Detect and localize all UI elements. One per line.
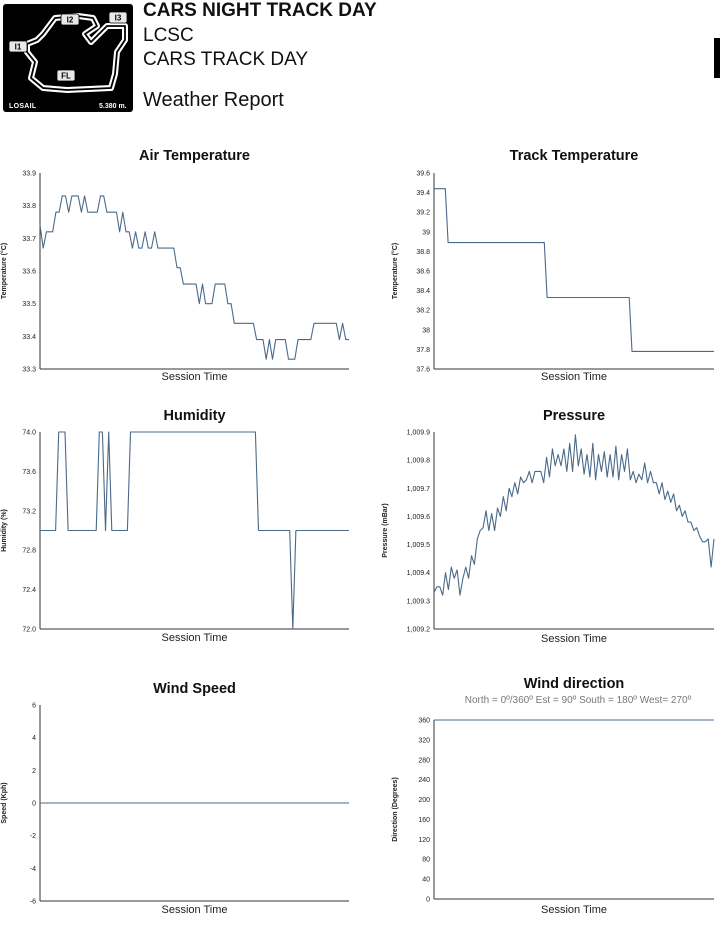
humidity-y-tick: 72.0 xyxy=(22,627,36,634)
pressure-series-line xyxy=(433,434,715,596)
air-temperature-x-axis-label: Session Time xyxy=(161,371,227,383)
wind-direction-y-tick: 80 xyxy=(422,857,430,864)
pressure-y-tick: 1,009.2 xyxy=(407,627,430,634)
wind-direction-y-tick: 40 xyxy=(422,877,430,884)
pressure-y-tick: 1,009.3 xyxy=(407,598,430,605)
humidity-chart: Humidity Humidity (%) Session Time 72.0 72.4… xyxy=(0,400,363,652)
track-temperature-y-tick: 39 xyxy=(422,229,430,236)
pressure-y-tick: 1,009.8 xyxy=(407,458,430,465)
edge-bar xyxy=(714,38,720,78)
wind-direction-y-tick: 120 xyxy=(418,837,430,844)
wind-speed-chart: Wind Speed Speed (Kph) Session Time -6 -4 -2 0… xyxy=(0,672,363,922)
sector-marker-i3: I3 xyxy=(108,11,128,24)
track-logo: I1 I2 I3 FL LOSAIL 5.380 m. xyxy=(3,4,133,112)
wind-speed-y-tick: -4 xyxy=(30,866,36,873)
wind-direction-y-tick: 200 xyxy=(418,797,430,804)
wind-direction-y-tick: 240 xyxy=(418,777,430,784)
wind-direction-chart: Wind direction North = 0º/360º Est = 90º … xyxy=(363,670,726,922)
air-temperature-y-tick: 33.9 xyxy=(22,171,36,178)
track-temperature-chart: Track Temperature Temperature (°C) Session… xyxy=(363,140,726,390)
air-temperature-y-tick: 33.7 xyxy=(22,236,36,243)
humidity-y-tick: 73.6 xyxy=(22,469,36,476)
air-temperature-chart: Air Temperature Temperature (°C) Session T… xyxy=(0,140,363,390)
track-temperature-y-tick: 39.6 xyxy=(416,171,430,178)
air-temperature-y-axis-label: Temperature (°C) xyxy=(0,243,8,299)
wind-direction-y-tick: 320 xyxy=(418,737,430,744)
pressure-y-tick: 1,009.5 xyxy=(407,542,430,549)
humidity-x-axis-label: Session Time xyxy=(161,632,227,644)
wind-direction-y-tick: 0 xyxy=(426,897,430,904)
track-temperature-y-tick: 38.2 xyxy=(416,308,430,315)
wind-direction-y-tick: 160 xyxy=(418,817,430,824)
wind-speed-y-tick: -2 xyxy=(30,833,36,840)
air-temperature-y-tick: 33.8 xyxy=(22,203,36,210)
track-temperature-y-tick: 38 xyxy=(422,327,430,334)
pressure-chart: Pressure Pressure (mBar) Session Time 1,009… xyxy=(363,400,726,652)
humidity-series-line xyxy=(40,431,349,630)
svg-text:I3: I3 xyxy=(115,14,122,23)
svg-text:I2: I2 xyxy=(67,16,74,25)
track-map-icon: I1 I2 I3 FL xyxy=(8,11,128,93)
organizer: LCSC xyxy=(143,25,194,46)
air-temperature-y-tick: 33.6 xyxy=(22,269,36,276)
air-temperature-y-tick: 33.4 xyxy=(22,334,36,341)
wind-speed-y-tick: 4 xyxy=(32,735,36,742)
humidity-y-axis-label: Humidity (%) xyxy=(1,509,8,552)
pressure-y-axis-label: Pressure (mBar) xyxy=(382,503,389,557)
track-temperature-y-tick: 39.2 xyxy=(416,210,430,217)
pressure-y-tick: 1,009.6 xyxy=(407,514,430,521)
wind-speed-x-axis-label: Session Time xyxy=(161,904,227,916)
track-length: 5.380 m. xyxy=(99,103,127,110)
event-title: CARS NIGHT TRACK DAY xyxy=(143,0,377,21)
pressure-y-tick: 1,009.9 xyxy=(407,430,430,437)
wind-direction-subtitle: North = 0º/360º Est = 90º South = 180º W… xyxy=(465,695,692,706)
pressure-title: Pressure xyxy=(543,408,605,424)
pressure-y-tick: 1,009.4 xyxy=(407,570,430,577)
track-temperature-y-tick: 38.6 xyxy=(416,269,430,276)
track-temperature-series-line xyxy=(434,188,714,352)
track-temperature-y-tick: 38.4 xyxy=(416,288,430,295)
track-temperature-y-tick: 39.4 xyxy=(416,190,430,197)
track-temperature-y-tick: 38.8 xyxy=(416,249,430,256)
humidity-y-tick: 72.4 xyxy=(22,587,36,594)
event-subtitle: CARS TRACK DAY xyxy=(143,49,309,70)
track-temperature-y-axis-label: Temperature (°C) xyxy=(391,243,399,299)
sector-marker-i1: I1 xyxy=(8,40,28,53)
sector-marker-i2: I2 xyxy=(60,13,80,26)
svg-text:I1: I1 xyxy=(15,43,22,52)
humidity-y-tick: 74.0 xyxy=(22,430,36,437)
wind-speed-y-tick: 6 xyxy=(32,703,36,710)
humidity-title: Humidity xyxy=(163,408,225,424)
finish-line-marker: FL xyxy=(56,69,76,82)
track-temperature-title: Track Temperature xyxy=(510,148,639,164)
air-temperature-y-tick: 33.3 xyxy=(22,367,36,374)
report-header: I1 I2 I3 FL LOSAIL 5.380 m. CARS NIGHT T… xyxy=(0,0,726,118)
wind-speed-y-tick: -6 xyxy=(30,899,36,906)
wind-direction-y-axis-label: Direction (Degrees) xyxy=(392,777,399,842)
air-temperature-title: Air Temperature xyxy=(139,148,250,164)
wind-speed-y-tick: 2 xyxy=(32,768,36,775)
pressure-y-tick: 1,009.7 xyxy=(407,486,430,493)
track-name: LOSAIL xyxy=(9,103,37,110)
wind-direction-title: Wind direction xyxy=(524,676,625,692)
track-temperature-y-tick: 37.6 xyxy=(416,367,430,374)
wind-direction-y-tick: 360 xyxy=(418,718,430,725)
wind-speed-title: Wind Speed xyxy=(153,681,236,697)
report-title: Weather Report xyxy=(143,89,284,111)
wind-speed-y-tick: 0 xyxy=(32,801,36,808)
humidity-y-tick: 73.2 xyxy=(22,508,36,515)
air-temperature-y-tick: 33.5 xyxy=(22,301,36,308)
track-temperature-y-tick: 37.8 xyxy=(416,347,430,354)
wind-direction-y-tick: 280 xyxy=(418,757,430,764)
air-temperature-series-line xyxy=(39,195,349,360)
pressure-x-axis-label: Session Time xyxy=(541,633,607,645)
svg-text:FL: FL xyxy=(61,72,71,81)
wind-speed-y-axis-label: Speed (Kph) xyxy=(1,782,8,823)
track-temperature-x-axis-label: Session Time xyxy=(541,371,607,383)
humidity-y-tick: 72.8 xyxy=(22,548,36,555)
wind-direction-x-axis-label: Session Time xyxy=(541,904,607,916)
